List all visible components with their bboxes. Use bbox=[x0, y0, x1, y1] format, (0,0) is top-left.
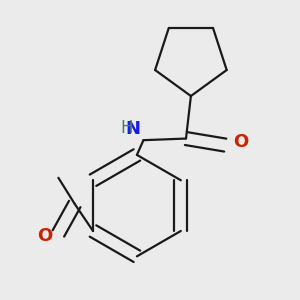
Text: H: H bbox=[120, 119, 133, 137]
Text: O: O bbox=[233, 133, 249, 151]
Text: O: O bbox=[37, 227, 52, 245]
Text: N: N bbox=[126, 120, 141, 138]
